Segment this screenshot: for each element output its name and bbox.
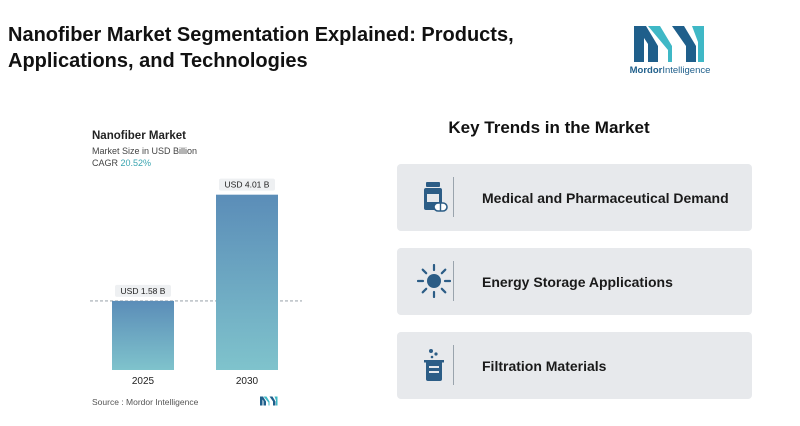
trend-card-medical: Medical and Pharmaceutical Demand xyxy=(397,164,752,231)
tick-label-2030: 2030 xyxy=(236,376,259,387)
tick-label-2025: 2025 xyxy=(132,376,155,387)
trend-card-energy: Energy Storage Applications xyxy=(397,248,752,315)
trend-card-filtration: Filtration Materials xyxy=(397,332,752,399)
data-label-bg xyxy=(219,178,275,191)
bar-chart: USD 1.58 B 2025 USD 4.01 B 2030 xyxy=(90,178,302,387)
logo-wordmark: MordorIntelligence xyxy=(629,65,711,76)
data-label-bg xyxy=(115,284,171,297)
trend-label-filtration: Filtration Materials xyxy=(482,357,607,374)
trend-label-medical: Medical and Pharmaceutical Demand xyxy=(482,189,729,206)
trend-icon-box xyxy=(414,261,454,301)
data-label-2025: USD 1.58 B xyxy=(121,286,166,296)
chart-source: Source : Mordor Intelligence xyxy=(92,397,199,407)
page-title: Nanofiber Market Segmentation Explained:… xyxy=(8,24,514,72)
bar-2025 xyxy=(112,300,174,370)
trend-label-energy: Energy Storage Applications xyxy=(482,273,673,290)
sun-energy-icon xyxy=(416,264,451,298)
chart-title: Nanofiber Market xyxy=(92,130,186,142)
cagr-label: CAGR xyxy=(92,158,119,168)
market-size-chart: USD 1.58 B 2025 USD 4.01 B 2030 Nanofiber M… xyxy=(84,120,314,415)
trends-title: Key Trends in the Market xyxy=(448,118,650,137)
mini-logo-icon xyxy=(260,396,278,406)
trend-icon-box xyxy=(414,177,454,217)
cagr-value: 20.52% xyxy=(120,158,152,168)
data-label-2030: USD 4.01 B xyxy=(225,180,270,190)
mordor-intelligence-logo: MordorIntelligence xyxy=(624,22,716,78)
beaker-icon xyxy=(423,349,444,381)
chart-subtitle: Market Size in USD Billion xyxy=(92,146,198,156)
chart-cagr: CAGR 20.52% xyxy=(92,158,151,168)
trend-icon-box xyxy=(414,345,454,385)
bar-2030 xyxy=(216,194,278,370)
logo-mark-icon xyxy=(634,26,704,62)
medicine-bottle-icon xyxy=(423,182,448,212)
